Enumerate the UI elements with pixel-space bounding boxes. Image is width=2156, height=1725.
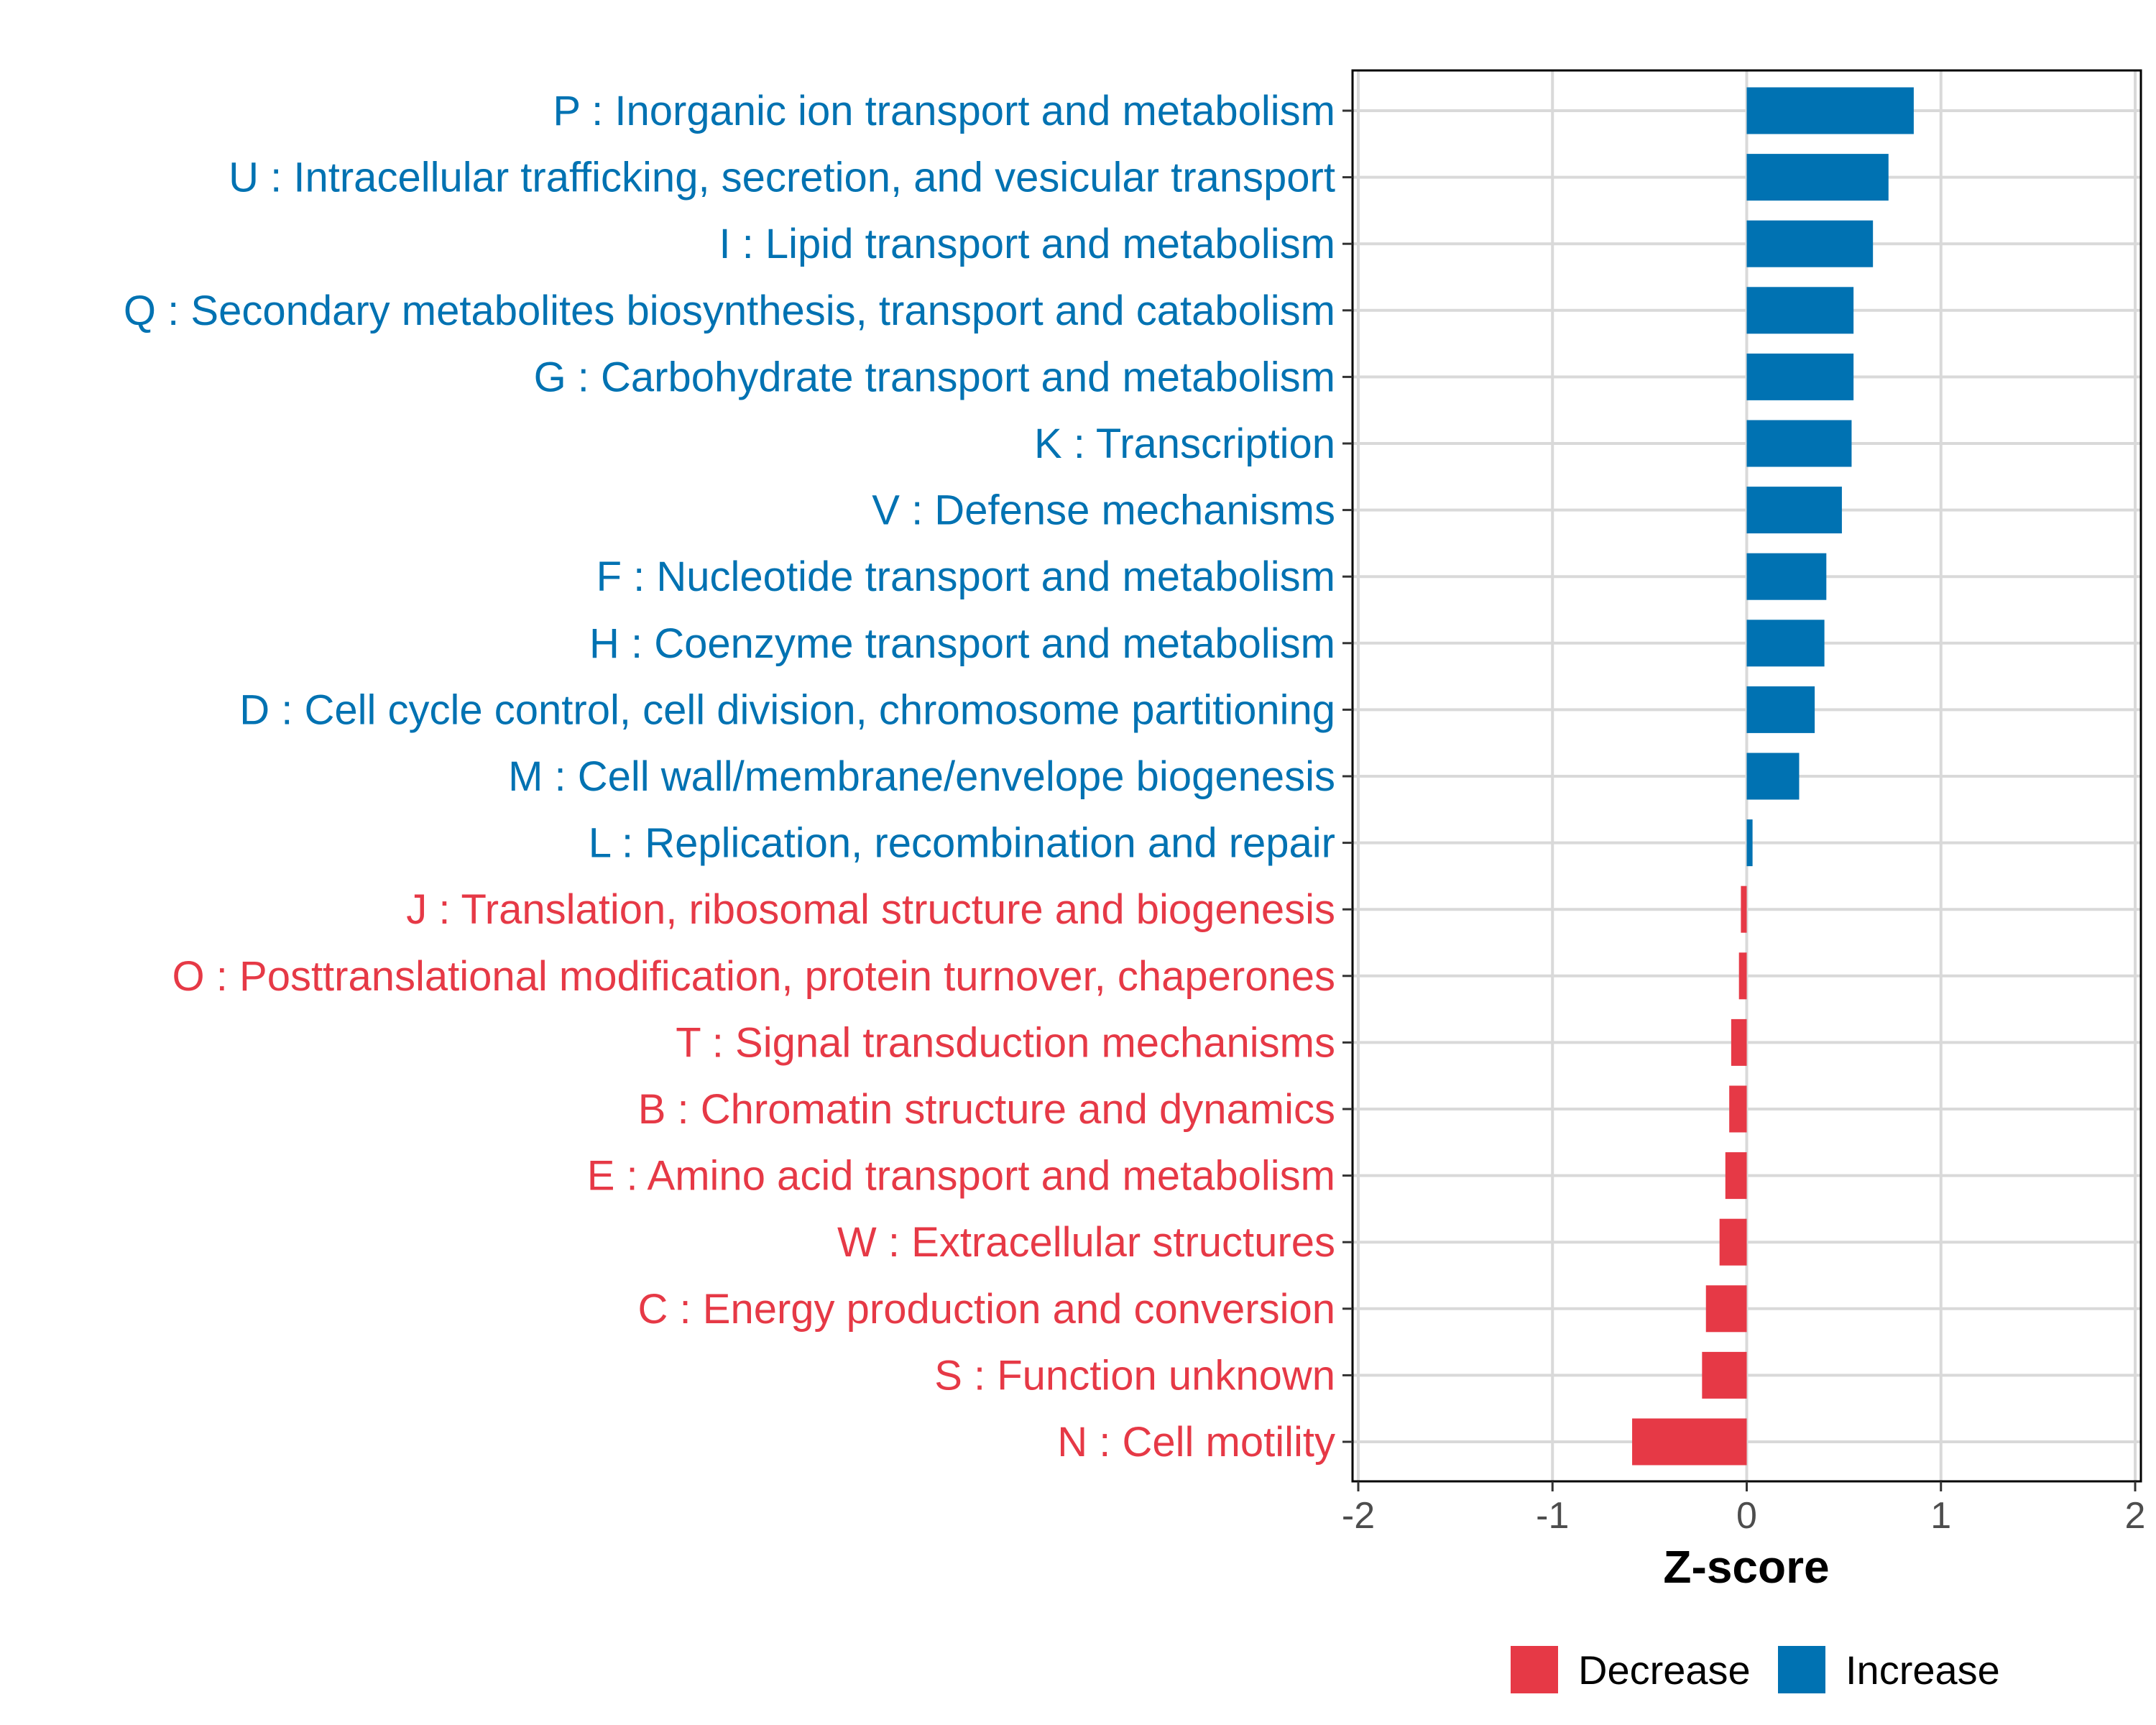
bar (1746, 220, 1874, 267)
bar (1731, 1018, 1747, 1066)
bar (1746, 353, 1854, 400)
bar (1746, 753, 1800, 800)
bar (1746, 487, 1842, 534)
bar (1719, 1218, 1747, 1266)
y-tick-label: M : Cell wall/membrane/envelope biogenes… (508, 753, 1335, 800)
bar (1705, 1285, 1747, 1333)
x-axis: -2 -1 0 1 2 (1342, 1481, 2146, 1537)
y-tick-label: U : Intracellular trafficking, secretion… (229, 155, 1335, 201)
y-tick-label: L : Replication, recombination and repai… (589, 820, 1335, 867)
bar (1746, 287, 1854, 334)
y-tick-label: D : Cell cycle control, cell division, c… (239, 686, 1335, 733)
y-tick-label: J : Translation, ribosomal structure and… (406, 886, 1335, 933)
y-tick-label: K : Transcription (1034, 420, 1335, 467)
x-tick-label: -2 (1342, 1495, 1375, 1537)
bar (1702, 1351, 1747, 1399)
legend-label: Increase (1846, 1647, 2000, 1693)
x-tick-label: 1 (1930, 1495, 1951, 1537)
y-tick-label: V : Defense mechanisms (872, 487, 1335, 534)
bar (1746, 87, 1914, 134)
bar (1746, 620, 1825, 667)
y-tick-label: O : Posttranslational modification, prot… (172, 953, 1335, 1000)
y-tick-label: B : Chromatin structure and dynamics (638, 1086, 1335, 1133)
bar (1746, 686, 1815, 733)
y-tick-label: T : Signal transduction mechanisms (676, 1019, 1335, 1066)
y-tick-label: I : Lipid transport and metabolism (719, 221, 1335, 267)
y-tick-label: H : Coenzyme transport and metabolism (589, 620, 1335, 667)
bar (1741, 886, 1747, 933)
legend-swatch (1778, 1646, 1825, 1693)
bar (1738, 952, 1747, 1000)
bar (1746, 819, 1753, 867)
x-tick-label: -1 (1536, 1495, 1569, 1537)
y-axis: P : Inorganic ion transport and metaboli… (124, 88, 1353, 1466)
x-tick-label: 0 (1736, 1495, 1757, 1537)
bar (1729, 1085, 1747, 1133)
y-tick-label: E : Amino acid transport and metabolism (587, 1153, 1335, 1200)
legend-swatch (1511, 1646, 1558, 1693)
y-tick-label: W : Extracellular structures (837, 1219, 1335, 1266)
y-tick-label: Q : Secondary metabolites biosynthesis, … (124, 288, 1335, 334)
bar (1746, 420, 1852, 467)
bar (1746, 154, 1889, 201)
y-tick-label: F : Nucleotide transport and metabolism (596, 553, 1335, 600)
y-tick-label: N : Cell motility (1057, 1419, 1335, 1466)
y-tick-label: G : Carbohydrate transport and metabolis… (534, 354, 1335, 400)
y-tick-label: C : Energy production and conversion (638, 1286, 1335, 1333)
bar (1725, 1152, 1747, 1200)
legend-label: Decrease (1578, 1647, 1751, 1693)
bar (1632, 1418, 1747, 1466)
legend: Decrease Increase (1511, 1646, 2000, 1693)
bar (1746, 553, 1827, 600)
y-tick-label: P : Inorganic ion transport and metaboli… (553, 88, 1335, 134)
bars (1632, 87, 1914, 1466)
x-tick-label: 2 (2125, 1495, 2146, 1537)
x-axis-title: Z-score (1663, 1541, 1829, 1593)
y-tick-label: S : Function unknown (934, 1352, 1335, 1399)
